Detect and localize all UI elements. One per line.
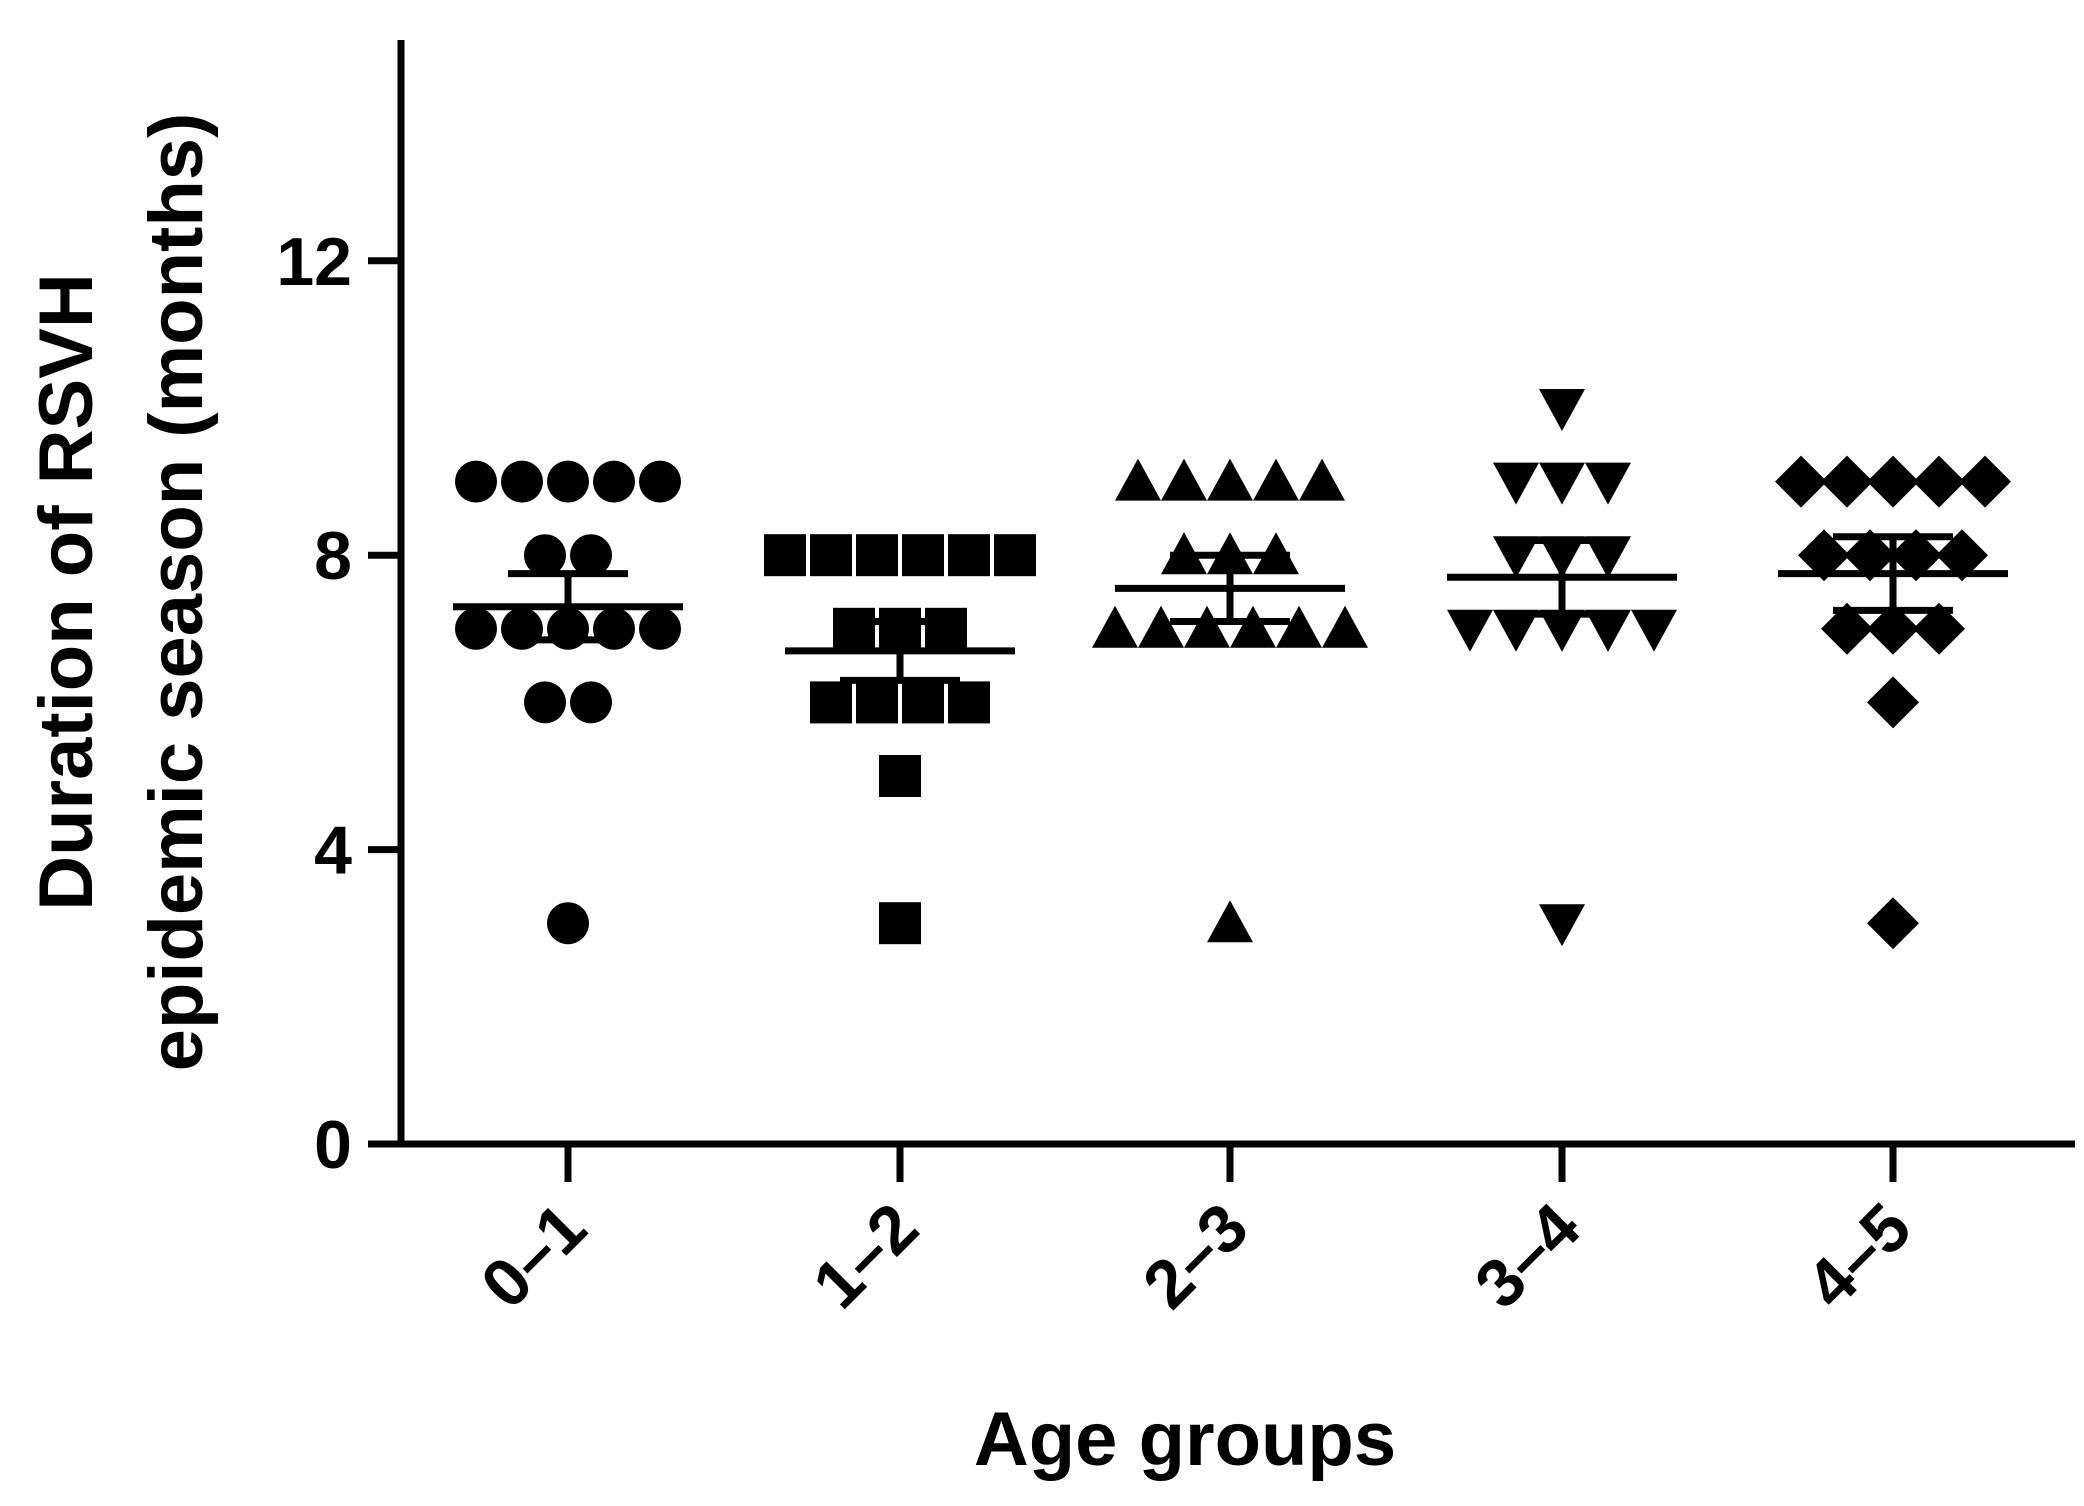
- mean-sem-bars: [453, 533, 2008, 684]
- y-tick-label: 4: [314, 813, 352, 889]
- circle-point: [501, 607, 543, 650]
- triangle-up-point: [1092, 605, 1138, 648]
- circle-point: [524, 681, 566, 724]
- triangle-down-point: [1447, 609, 1493, 652]
- diamond-point: [1821, 602, 1873, 655]
- triangle-down-point: [1539, 609, 1585, 652]
- axes: [397, 40, 2075, 1148]
- data-points: [455, 389, 2011, 950]
- diamond-point: [1959, 455, 2011, 508]
- triangle-up-point: [1207, 458, 1253, 501]
- x-tick-label: 2–3: [1129, 1189, 1263, 1323]
- diamond-point: [1775, 455, 1827, 508]
- x-axis-title: Age groups: [974, 1397, 1396, 1482]
- square-point: [994, 534, 1036, 577]
- x-tick-label: 4–5: [1792, 1189, 1926, 1323]
- y-axis-title-line-1: Duration of RSVH: [24, 273, 109, 911]
- y-tick-label: 8: [314, 518, 352, 594]
- x-tick-label: 3–4: [1461, 1189, 1595, 1323]
- diamond-point: [1867, 897, 1919, 950]
- triangle-down-point: [1631, 609, 1677, 652]
- square-point: [764, 534, 806, 577]
- square-point: [856, 534, 898, 577]
- triangle-down-point: [1585, 536, 1631, 579]
- diamond-point: [1890, 529, 1942, 582]
- diamond-point: [1867, 602, 1919, 655]
- circle-point: [547, 902, 589, 945]
- triangle-up-point: [1184, 605, 1230, 648]
- diamond-point: [1844, 529, 1896, 582]
- square-point: [902, 534, 944, 577]
- square-point: [833, 607, 875, 650]
- circle-point: [570, 534, 612, 577]
- circle-point: [593, 607, 635, 650]
- square-point: [879, 902, 921, 945]
- triangle-up-point: [1322, 605, 1368, 648]
- x-tick-label: 1–2: [799, 1189, 933, 1323]
- triangle-up-point: [1138, 605, 1184, 648]
- triangle-up-point: [1230, 605, 1276, 648]
- x-ticks: 0–1 1–2 2–3 3–4 4–5: [467, 1144, 1926, 1323]
- triangle-down-point: [1585, 462, 1631, 505]
- diamond-point: [1867, 455, 1919, 508]
- diamond-point: [1913, 602, 1965, 655]
- diamond-point: [1867, 676, 1919, 729]
- circle-point: [501, 460, 543, 503]
- axis-titles: Age groups Duration of RSVH epidemic sea…: [24, 113, 1396, 1482]
- triangle-up-point: [1207, 900, 1253, 943]
- y-tick-label: 0: [314, 1107, 352, 1183]
- diamond-point: [1798, 529, 1850, 582]
- triangle-up-point: [1115, 458, 1161, 501]
- circle-point: [547, 460, 589, 503]
- y-ticks: 0 4 8 12: [276, 224, 401, 1183]
- circle-point: [570, 681, 612, 724]
- x-tick-label: 0–1: [467, 1189, 601, 1323]
- square-point: [925, 607, 967, 650]
- triangle-down-point: [1539, 904, 1585, 947]
- triangle-down-point: [1539, 389, 1585, 431]
- y-tick-label: 12: [276, 224, 352, 300]
- square-point: [810, 681, 852, 724]
- triangle-down-point: [1493, 462, 1539, 505]
- triangle-up-point: [1253, 458, 1299, 501]
- circle-point: [593, 460, 635, 503]
- triangle-down-point: [1493, 536, 1539, 579]
- diamond-point: [1936, 529, 1988, 582]
- triangle-up-point: [1276, 605, 1322, 648]
- triangle-down-point: [1493, 609, 1539, 652]
- circle-point: [639, 460, 681, 503]
- circle-point: [524, 534, 566, 577]
- y-axis-title-line-2: epidemic season (months): [134, 113, 219, 1072]
- circle-point: [639, 607, 681, 650]
- square-point: [879, 755, 921, 797]
- triangle-up-point: [1161, 458, 1207, 501]
- triangle-down-point: [1585, 609, 1631, 652]
- triangle-down-point: [1539, 462, 1585, 505]
- square-point: [856, 681, 898, 724]
- diamond-point: [1821, 455, 1873, 508]
- circle-point: [455, 460, 497, 503]
- square-point: [810, 534, 852, 577]
- square-point: [948, 534, 990, 577]
- triangle-up-point: [1299, 458, 1345, 501]
- circle-point: [455, 607, 497, 650]
- square-point: [948, 681, 990, 724]
- square-point: [902, 681, 944, 724]
- diamond-point: [1913, 455, 1965, 508]
